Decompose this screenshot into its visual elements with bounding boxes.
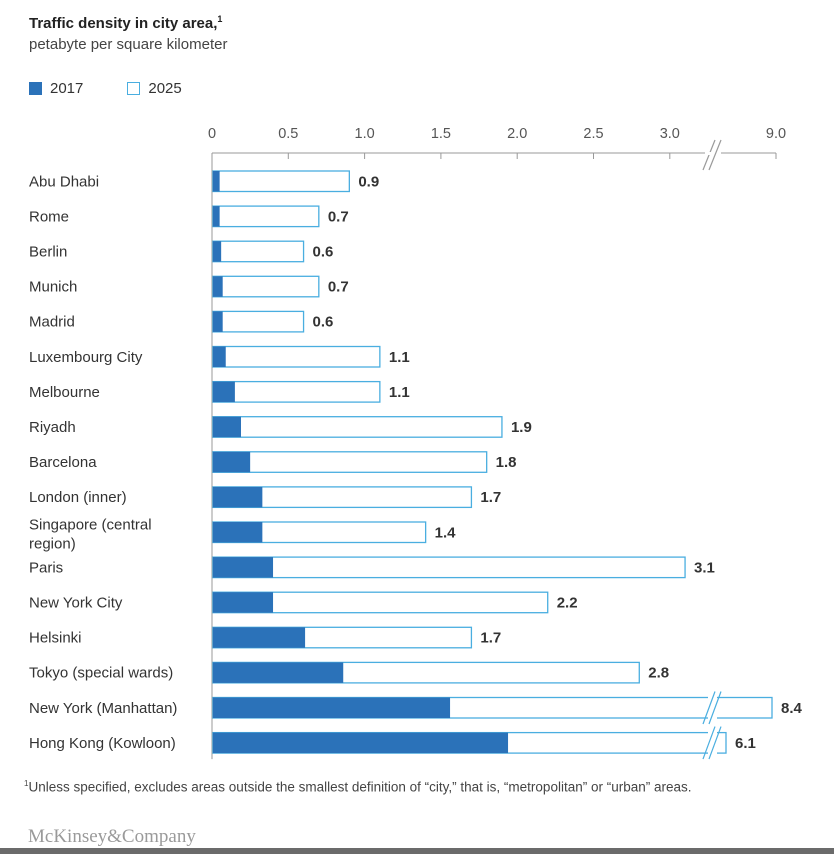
legend-swatch-2025 [127,82,141,95]
category-label: Munich [29,279,77,296]
bar-2025 [212,451,488,473]
bar-2017 [213,171,220,192]
bar-2017 [213,732,509,754]
bar-2017 [213,592,274,613]
bar-2017 [213,697,451,718]
category-label: Luxembourg City [29,349,143,366]
x-axis-tick-label: 2.5 [583,126,603,142]
footnote-text: Unless specified, excludes areas outside… [28,779,692,795]
category-label: Singapore (central region) [29,516,152,552]
category-label: Barcelona [29,454,97,471]
x-axis-tick-label: 9.0 [766,126,786,142]
bar-2017 [213,486,263,508]
value-label: 0.7 [328,279,349,296]
category-label: London (inner) [29,489,127,506]
bar-2025 [212,556,686,579]
bar-2025 [212,240,305,263]
legend-label-2017: 2017 [50,80,84,97]
value-label: 1.7 [480,489,501,506]
bar-2017 [213,557,274,578]
legend-item-2025: 2025 [127,80,182,97]
category-label: Riyadh [29,419,76,436]
legend: 2017 2025 [29,80,226,97]
category-label: Helsinki [29,630,82,647]
x-axis-tick-label: 0.5 [278,126,298,142]
value-label: 1.1 [389,349,410,366]
x-axis-tick-label: 0 [208,126,216,142]
value-label: 3.1 [694,559,715,576]
bottom-rule [0,848,834,854]
bar-2017 [213,627,306,648]
value-label: 1.8 [496,454,517,471]
value-label: 2.8 [648,665,669,682]
bar-2017 [213,241,222,262]
axis-break-mark [708,139,722,171]
bar-2017 [213,662,344,683]
value-label: 1.7 [480,630,501,647]
value-label: 0.6 [313,243,334,260]
axis-break-gap [706,152,714,155]
footnote: 1Unless specified, excludes areas outsid… [24,779,692,795]
value-label: 8.4 [781,700,803,717]
legend-item-2017: 2017 [29,80,83,97]
value-label: 1.4 [435,524,457,541]
bar-2025 [212,205,320,228]
bar-break-mark [708,726,722,760]
bar-break-mark [708,691,722,725]
brand-logo: McKinsey&Company [28,826,196,847]
footnote-mark: 1 [24,779,29,788]
category-label: New York (Manhattan) [29,700,177,717]
chart-subtitle: petabyte per square kilometer [29,36,228,53]
bar-break-mark [702,726,716,760]
bar-2017 [213,276,223,297]
category-label: Tokyo (special wards) [29,665,173,682]
category-label: Melbourne [29,384,100,401]
bar-break-gap [708,695,717,720]
category-label: Abu Dhabi [29,173,99,190]
bar-break-mark [702,691,716,725]
value-label: 1.1 [389,384,410,401]
bar-2017 [213,206,220,227]
x-axis-tick-label: 1.0 [355,126,375,142]
category-label: New York City [29,594,123,611]
chart-title: Traffic density in city area,1 [29,14,223,33]
x-axis-tick-label: 1.5 [431,126,451,142]
category-label: Rome [29,208,69,225]
x-axis-tick-label: 2.0 [507,126,527,142]
bar-2017 [213,451,251,473]
category-label: Madrid [29,314,75,331]
bar-2025 [212,380,381,403]
bar-2025 [212,310,305,333]
bar-2017 [213,416,241,438]
chart-title-text: Traffic density in city area, [29,15,218,32]
bar-2025 [212,170,350,193]
category-label: Berlin [29,243,67,260]
value-label: 1.9 [511,419,532,436]
bar-2025 [212,416,503,438]
legend-swatch-2017 [29,82,42,95]
category-label: Paris [29,559,63,576]
bar-2017 [213,522,263,543]
value-label: 0.9 [358,173,379,190]
bar-2017 [213,346,226,367]
legend-label-2025: 2025 [148,80,182,97]
value-label: 0.6 [313,314,334,331]
bar-2017 [213,381,235,403]
value-label: 0.7 [328,208,349,225]
value-label: 2.2 [557,594,578,611]
x-axis-tick-label: 3.0 [660,126,680,142]
bar-2025 [212,345,381,368]
bar-break-gap [708,730,717,756]
bar-chart: 0 0.5 1.0 1.5 2.0 2.5 3.0 9.0 Abu Dhabi 0.9 Rome 0.… [29,126,803,760]
bar-2017 [213,311,223,332]
value-label: 6.1 [735,735,756,752]
category-label: Hong Kong (Kowloon) [29,735,176,752]
chart-title-footnote-mark: 1 [217,14,223,24]
bar-2025 [212,275,320,298]
